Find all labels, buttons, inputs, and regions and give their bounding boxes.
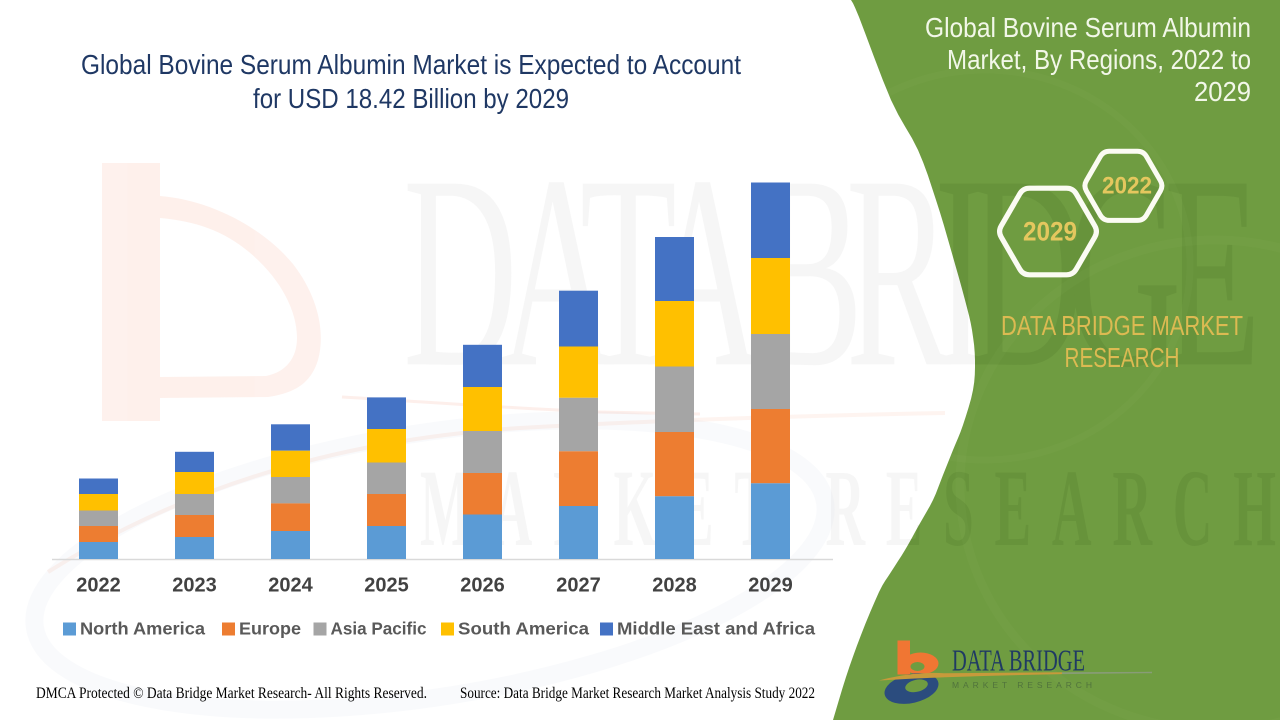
svg-text:2029: 2029 <box>1023 217 1077 247</box>
svg-text:2022: 2022 <box>1102 173 1152 200</box>
svg-text:2029: 2029 <box>1194 76 1251 107</box>
svg-text:Source: Data Bridge Market Res: Source: Data Bridge Market Research Mark… <box>460 685 815 702</box>
svg-text:DATA BRIDGE MARKET: DATA BRIDGE MARKET <box>1001 310 1243 341</box>
svg-text:2029: 2029 <box>748 575 793 597</box>
svg-text:South America: South America <box>458 619 589 639</box>
svg-text:2024: 2024 <box>268 575 313 597</box>
svg-text:RESEARCH: RESEARCH <box>1065 342 1180 373</box>
svg-text:DATA BRIDGE: DATA BRIDGE <box>952 643 1085 677</box>
svg-text:2023: 2023 <box>172 575 217 597</box>
svg-text:Market, By Regions, 2022 to: Market, By Regions, 2022 to <box>947 44 1251 75</box>
svg-text:Asia Pacific: Asia Pacific <box>331 619 427 639</box>
svg-text:2028: 2028 <box>652 575 697 597</box>
svg-text:2027: 2027 <box>556 575 601 597</box>
svg-text:for USD 18.42 Billion by 2029: for USD 18.42 Billion by 2029 <box>253 83 569 114</box>
svg-text:2022: 2022 <box>76 575 121 597</box>
svg-text:Global Bovine Serum Albumin: Global Bovine Serum Albumin <box>925 12 1251 43</box>
svg-text:DMCA Protected © Data Bridge M: DMCA Protected © Data Bridge Market Rese… <box>36 685 427 702</box>
svg-text:2025: 2025 <box>364 575 409 597</box>
svg-text:Europe: Europe <box>239 619 301 639</box>
svg-text:Global Bovine Serum Albumin Ma: Global Bovine Serum Albumin Market is Ex… <box>81 49 741 80</box>
svg-text:2026: 2026 <box>460 575 505 597</box>
svg-text:North America: North America <box>80 619 205 639</box>
svg-text:Middle East and Africa: Middle East and Africa <box>617 619 815 639</box>
svg-text:MARKET RESEARCH: MARKET RESEARCH <box>952 680 1092 690</box>
